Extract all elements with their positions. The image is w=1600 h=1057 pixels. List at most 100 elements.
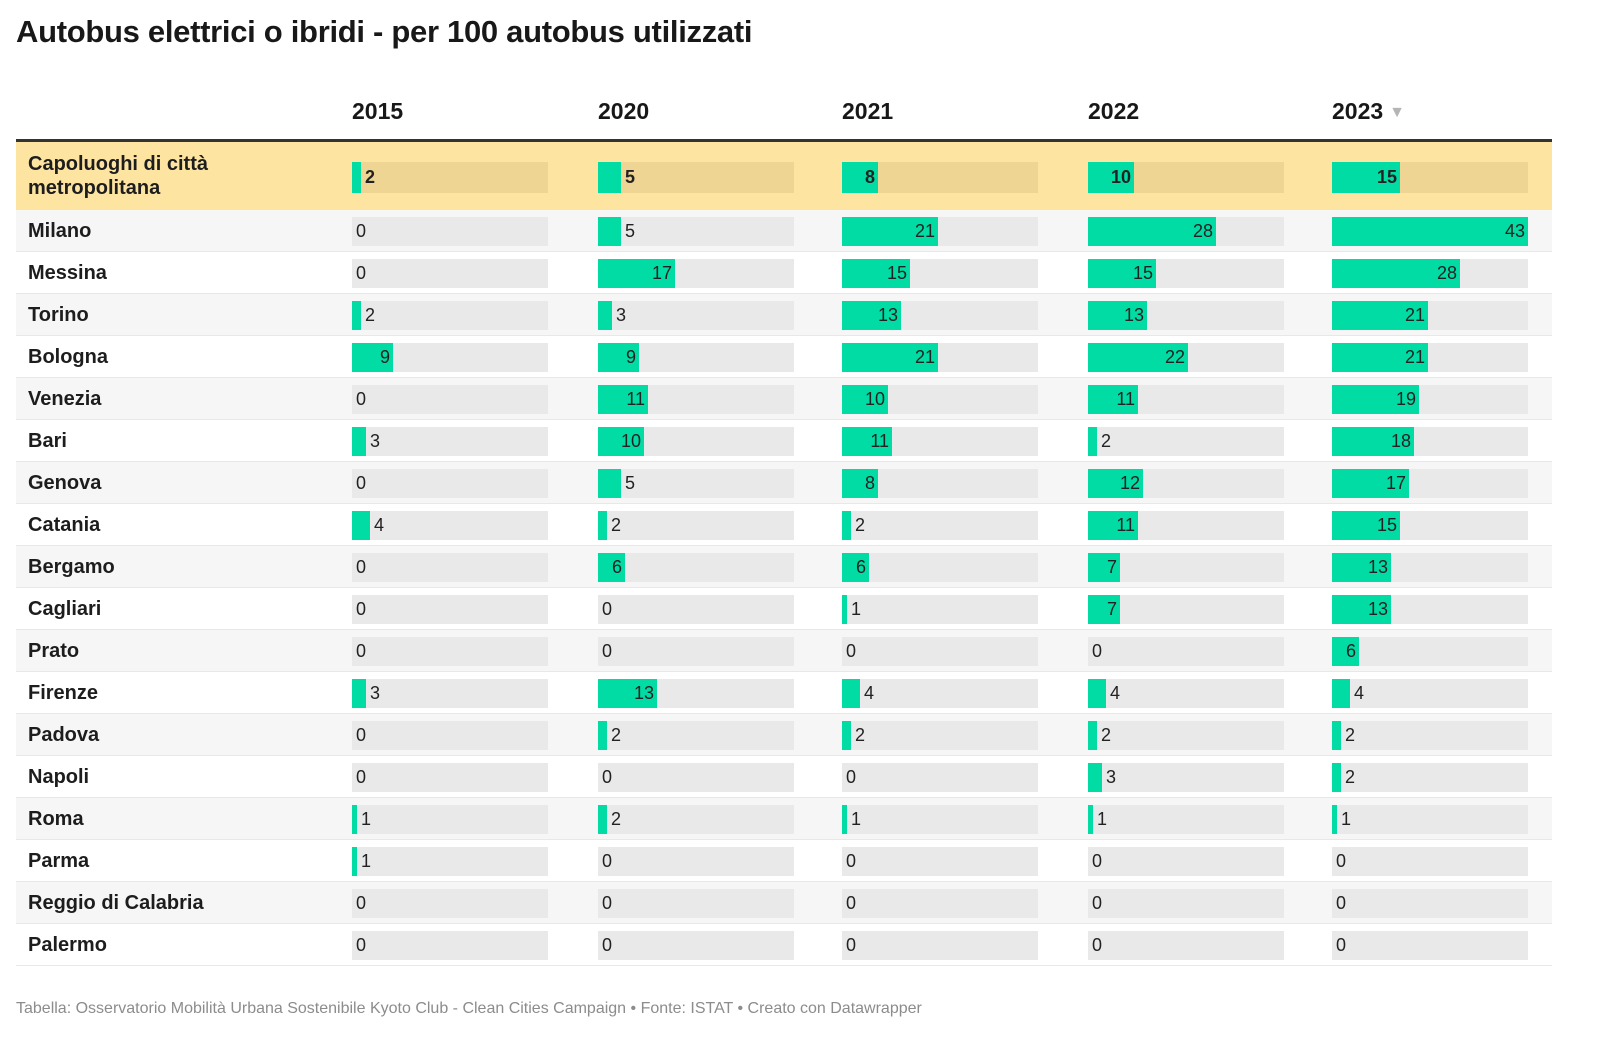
bar-track: 3 <box>1088 763 1284 792</box>
table-row: Bari 3 10 11 2 18 <box>16 420 1552 462</box>
data-label: 28 <box>1192 221 1213 241</box>
data-label: 18 <box>1390 431 1411 451</box>
bar-track: 2 <box>1088 721 1284 750</box>
row-label: Padova <box>28 723 100 746</box>
sort-descending-icon[interactable]: ▼ <box>1389 104 1406 121</box>
data-label: 17 <box>1385 473 1406 493</box>
bar-track: 1 <box>842 595 1038 624</box>
data-label: 0 <box>356 935 367 955</box>
bar-track: 2 <box>1088 427 1284 456</box>
column-header-2021[interactable]: 2021 <box>842 98 894 124</box>
bar-2021 <box>842 469 878 498</box>
bar-track: 0 <box>598 637 794 666</box>
bar-track: 0 <box>842 889 1038 918</box>
data-label: 0 <box>846 851 857 871</box>
data-label: 0 <box>846 893 857 913</box>
data-label: 22 <box>1164 347 1185 367</box>
bar-track: 11 <box>1088 511 1284 540</box>
table-row: Prato 0 0 0 0 6 <box>16 630 1552 672</box>
bar-2020 <box>598 553 625 582</box>
data-label: 0 <box>356 893 367 913</box>
data-label: 11 <box>1116 389 1135 409</box>
table-row: Genova 0 5 8 12 17 <box>16 462 1552 504</box>
data-label: 43 <box>1504 221 1525 241</box>
data-label: 3 <box>370 683 381 703</box>
bar-track: 0 <box>598 889 794 918</box>
data-label: 0 <box>1092 935 1103 955</box>
data-label: 15 <box>886 263 907 283</box>
data-label: 21 <box>914 347 935 367</box>
data-label: 4 <box>374 515 385 535</box>
data-label: 0 <box>602 767 613 787</box>
table-row: Padova 0 2 2 2 2 <box>16 714 1552 756</box>
data-label: 15 <box>1376 167 1397 187</box>
data-label: 3 <box>1106 767 1117 787</box>
bar-2020 <box>598 721 607 750</box>
bar-2023 <box>1332 595 1391 624</box>
row-label: Cagliari <box>28 597 102 620</box>
data-label: 0 <box>1092 851 1103 871</box>
data-label: 1 <box>851 599 862 619</box>
bar-2021 <box>842 217 938 246</box>
bar-track: 18 <box>1332 427 1528 456</box>
table-row: Reggio di Calabria 0 0 0 0 0 <box>16 882 1552 924</box>
table-body: Capoluoghi di città metropolitana 2 5 8 10 15… <box>16 142 1552 966</box>
data-label: 2 <box>855 515 866 535</box>
bar-track: 0 <box>1088 931 1284 960</box>
data-label: 0 <box>356 389 367 409</box>
bar-track: 28 <box>1088 217 1284 246</box>
data-label: 6 <box>611 557 622 577</box>
bar-2022 <box>1088 469 1143 498</box>
bar-2023 <box>1332 469 1409 498</box>
bar-track: 0 <box>1332 931 1528 960</box>
bar-track: 6 <box>1332 637 1528 666</box>
data-label: 1 <box>1097 809 1108 829</box>
bar-track: 21 <box>842 343 1038 372</box>
bar-2015 <box>352 343 393 372</box>
column-header-2023[interactable]: 2023 ▼ <box>1332 98 1406 124</box>
bar-track: 17 <box>598 259 794 288</box>
table-row: Messina 0 17 15 15 28 <box>16 252 1552 294</box>
data-label: 0 <box>356 767 367 787</box>
bar-track: 2 <box>352 162 548 193</box>
table-header: 2015 2020 2021 2022 2023 ▼ <box>16 88 1552 142</box>
data-label: 15 <box>1376 515 1397 535</box>
table-row: Catania 4 2 2 11 15 <box>16 504 1552 546</box>
bar-track: 1 <box>1332 805 1528 834</box>
data-label: 0 <box>356 221 367 241</box>
bar-2021 <box>842 721 851 750</box>
column-header-2020[interactable]: 2020 <box>598 98 650 124</box>
bar-track: 43 <box>1332 217 1528 246</box>
bar-track: 12 <box>1088 469 1284 498</box>
row-label: Messina <box>28 261 107 284</box>
bar-track: 13 <box>1332 553 1528 582</box>
table-row: Roma 1 2 1 1 1 <box>16 798 1552 840</box>
data-label: 11 <box>626 389 645 409</box>
row-label: Parma <box>28 849 90 872</box>
bar-track: 6 <box>598 553 794 582</box>
column-header-2022[interactable]: 2022 <box>1088 98 1140 124</box>
row-label: Capoluoghi di città metropolitana <box>28 153 208 199</box>
row-label: Venezia <box>28 387 102 410</box>
row-label: Torino <box>28 303 89 326</box>
data-label: 0 <box>602 641 613 661</box>
bar-track: 0 <box>352 931 548 960</box>
bar-2022 <box>1088 162 1134 193</box>
bar-2023 <box>1332 162 1400 193</box>
data-label: 0 <box>1092 641 1103 661</box>
column-header-2015[interactable]: 2015 <box>352 98 404 124</box>
bar-2021 <box>842 301 901 330</box>
table-row: Bologna 9 9 21 22 21 <box>16 336 1552 378</box>
data-label: 5 <box>625 473 636 493</box>
bar-2022 <box>1088 679 1106 708</box>
data-label: 15 <box>1132 263 1153 283</box>
data-label: 21 <box>1404 305 1425 325</box>
bar-track: 13 <box>1332 595 1528 624</box>
data-label: 0 <box>602 893 613 913</box>
bar-track: 0 <box>352 469 548 498</box>
data-label: 2 <box>1101 431 1112 451</box>
bar-track: 3 <box>352 427 548 456</box>
bar-track: 0 <box>1088 847 1284 876</box>
bar-track: 13 <box>1088 301 1284 330</box>
bar-track: 2 <box>352 301 548 330</box>
